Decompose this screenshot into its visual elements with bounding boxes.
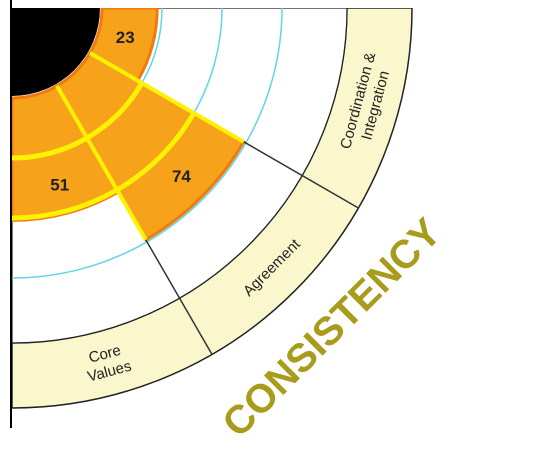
ring [115, 111, 197, 193]
divider [243, 141, 359, 209]
ring [11, 187, 119, 221]
divider [145, 239, 213, 355]
value-label: 51 [50, 176, 69, 195]
ring [245, 7, 283, 144]
center [0, 0, 100, 96]
value-label: 74 [172, 167, 191, 186]
ring [141, 7, 163, 84]
ring [146, 142, 247, 243]
mask-top [0, 0, 544, 8]
divider [88, 51, 245, 144]
ring [193, 7, 223, 114]
mask-left [0, 0, 11, 462]
ring [11, 241, 148, 279]
ring [85, 81, 145, 141]
bar [54, 50, 246, 242]
divider [55, 84, 148, 241]
value-label: 23 [116, 28, 135, 47]
ring [11, 135, 89, 161]
